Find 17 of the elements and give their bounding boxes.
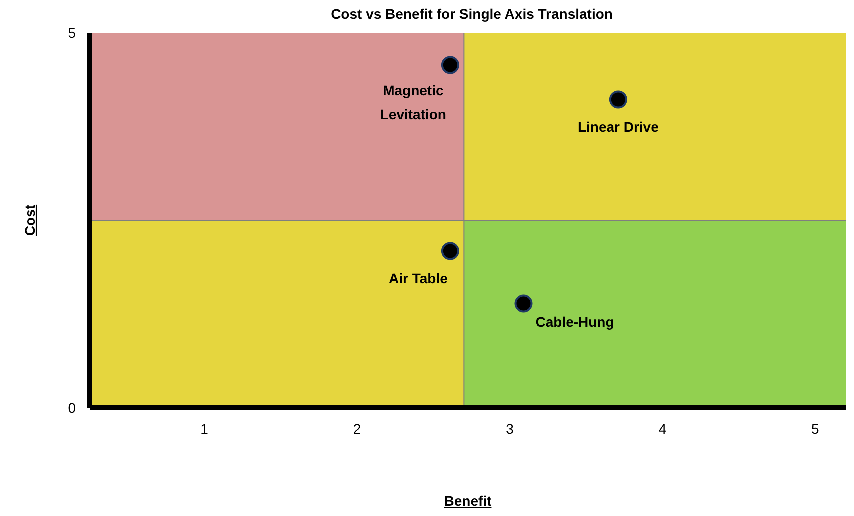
point (514, 294, 533, 313)
x-tick-label: 5 (812, 420, 820, 437)
x-tick-label: 4 (658, 420, 667, 437)
x-tick-label: 1 (200, 420, 209, 437)
x-axis-title: Benefit (444, 493, 492, 509)
x-tick-label: 2 (353, 420, 362, 437)
x-tick-label: 3 (506, 420, 514, 437)
y-axis-title: Cost (22, 204, 38, 236)
point (609, 90, 628, 109)
chart-title: Cost vs Benefit for Single Axis Translation (330, 6, 614, 22)
y-tick-label: 0 (68, 400, 76, 416)
annotation: Cable-Hung (536, 314, 614, 330)
annotation: Air Table (389, 270, 448, 286)
annotation: Linear Drive (578, 118, 660, 135)
point (441, 56, 460, 74)
point (441, 242, 460, 260)
annotation: Magnetic Levitation (380, 82, 446, 122)
